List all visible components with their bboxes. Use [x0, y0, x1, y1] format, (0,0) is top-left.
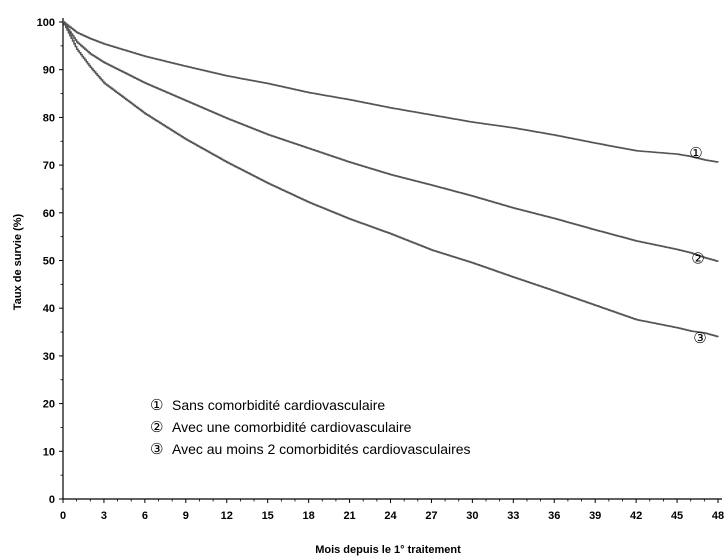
y-tick-label: 70 [43, 160, 55, 172]
y-tick-label: 10 [43, 446, 55, 458]
y-axis-title: Taux de survie (%) [12, 213, 24, 310]
x-tick-label: 42 [630, 510, 642, 522]
x-tick-label: 15 [262, 510, 274, 522]
legend-marker-3: ③ [150, 440, 163, 458]
y-tick-label: 60 [43, 208, 55, 220]
legend-marker-2: ② [150, 418, 163, 436]
series-line-3 [63, 21, 719, 338]
x-tick-label: 12 [221, 510, 233, 522]
y-tick-label: 100 [37, 17, 55, 29]
series-line-2 [63, 21, 719, 262]
x-tick-label: 36 [548, 510, 560, 522]
x-tick-label: 45 [671, 510, 683, 522]
axes [62, 18, 722, 500]
y-tick-label: 50 [43, 256, 55, 268]
y-tick-label: 0 [49, 494, 55, 506]
x-tick-label: 27 [425, 510, 437, 522]
y-tick-label: 30 [43, 351, 55, 363]
legend-entry-1: Sans comorbidité cardiovasculaire [172, 397, 385, 413]
legend-entry-3: Avec au moins 2 comorbidités cardiovascu… [172, 441, 471, 457]
x-tick-label: 6 [142, 510, 148, 522]
x-tick-label: 30 [466, 510, 478, 522]
legend: ① Sans comorbidité cardiovasculaire ② Avec … [150, 396, 471, 458]
tick-marks: 0 3 6 9 12 15 18 21 24 27 30 33 36 39 42 45 480102030405… [37, 17, 724, 522]
x-tick-label: 24 [384, 510, 397, 522]
curve-marker-2: ② [691, 249, 704, 267]
y-tick-label: 90 [43, 65, 55, 77]
x-axis-title: Mois depuis le 1° traitement [315, 544, 461, 556]
series-line-1 [63, 21, 719, 163]
x-tick-label: 9 [183, 510, 189, 522]
curve-markers: ① ② ③ [689, 144, 706, 347]
legend-entry-2: Avec une comorbidité cardiovasculaire [172, 419, 412, 435]
curve-marker-1: ① [689, 144, 702, 162]
x-tick-label: 18 [303, 510, 315, 522]
legend-marker-1: ① [150, 396, 163, 414]
x-tick-label: 3 [101, 510, 107, 522]
x-tick-label: 33 [507, 510, 519, 522]
x-tick-label: 39 [589, 510, 601, 522]
x-tick-label: 48 [712, 510, 724, 522]
curve-marker-3: ③ [693, 329, 706, 347]
y-tick-label: 80 [43, 112, 55, 124]
series-lines [63, 21, 719, 338]
y-tick-label: 40 [43, 303, 55, 315]
y-tick-label: 20 [43, 399, 55, 411]
x-tick-label: 21 [343, 510, 355, 522]
x-tick-label: 0 [60, 510, 66, 522]
